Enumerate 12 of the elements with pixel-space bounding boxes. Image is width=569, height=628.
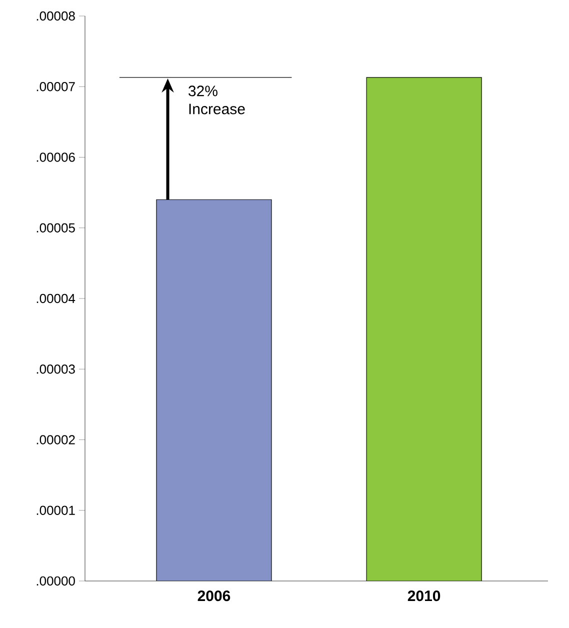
y-tick-label: .00008 [36, 11, 75, 21]
y-tick-label: .00007 [36, 82, 75, 92]
y-tick-label: .00006 [36, 152, 75, 162]
y-tick-label: .00002 [36, 435, 75, 444]
y-tick-label: .00005 [36, 223, 75, 232]
y-tick-label: .00001 [36, 506, 75, 515]
y-tick-label: .00003 [36, 364, 75, 374]
y-tick-label: .00004 [36, 294, 76, 304]
y-tick-label: .00000 [36, 576, 75, 586]
x-tick-label: 2006 [198, 590, 230, 602]
x-tick-label: 2010 [408, 590, 440, 602]
annotation: 32% Increase [188, 86, 245, 114]
